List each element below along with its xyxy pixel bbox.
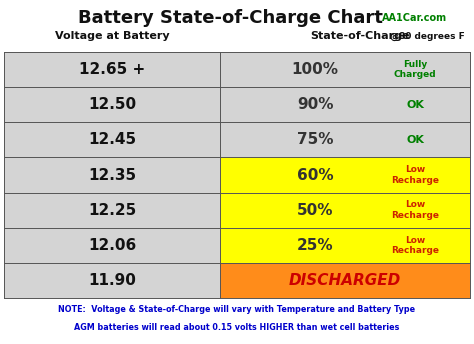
Text: Low
Recharge: Low Recharge [391, 236, 439, 255]
Text: Low
Recharge: Low Recharge [391, 201, 439, 220]
Text: NOTE:  Voltage & State-of-Charge will vary with Temperature and Battery Type: NOTE: Voltage & State-of-Charge will var… [58, 305, 416, 314]
Text: 12.06: 12.06 [88, 238, 136, 253]
Bar [4, 52, 220, 87]
Text: 90%: 90% [297, 97, 333, 112]
Text: DISCHARGED: DISCHARGED [289, 273, 401, 288]
Text: OK: OK [406, 100, 424, 110]
Bar [220, 228, 470, 263]
Text: Fully
Charged: Fully Charged [394, 60, 436, 79]
Text: 60%: 60% [297, 168, 333, 183]
Bar [220, 158, 470, 193]
Bar [4, 228, 220, 263]
Text: 12.35: 12.35 [88, 168, 136, 183]
Text: 50%: 50% [297, 203, 333, 218]
Bar [220, 263, 470, 298]
Text: 75%: 75% [297, 132, 333, 147]
Bar [4, 87, 220, 122]
Bar [220, 193, 470, 228]
Text: 12.65 +: 12.65 + [79, 62, 145, 77]
Text: Voltage at Battery: Voltage at Battery [55, 31, 169, 41]
Bar [4, 263, 220, 298]
Bar [220, 52, 470, 87]
Text: OK: OK [406, 135, 424, 145]
Bar [4, 122, 220, 158]
Text: @80 degrees F: @80 degrees F [390, 31, 465, 41]
Text: AA1Car.com: AA1Car.com [383, 13, 447, 23]
Bar [220, 87, 470, 122]
Text: 100%: 100% [292, 62, 338, 77]
Text: AGM batteries will read about 0.15 volts HIGHER than wet cell batteries: AGM batteries will read about 0.15 volts… [74, 323, 400, 332]
Text: 12.45: 12.45 [88, 132, 136, 147]
Text: 11.90: 11.90 [88, 273, 136, 288]
Bar [4, 193, 220, 228]
Text: 25%: 25% [297, 238, 333, 253]
Text: Battery State-of-Charge Chart: Battery State-of-Charge Chart [78, 9, 383, 27]
Bar [4, 158, 220, 193]
Bar [220, 122, 470, 158]
Text: 12.50: 12.50 [88, 97, 136, 112]
Text: Low
Recharge: Low Recharge [391, 165, 439, 185]
Text: 12.25: 12.25 [88, 203, 136, 218]
Text: State-of-Charge: State-of-Charge [310, 31, 410, 41]
